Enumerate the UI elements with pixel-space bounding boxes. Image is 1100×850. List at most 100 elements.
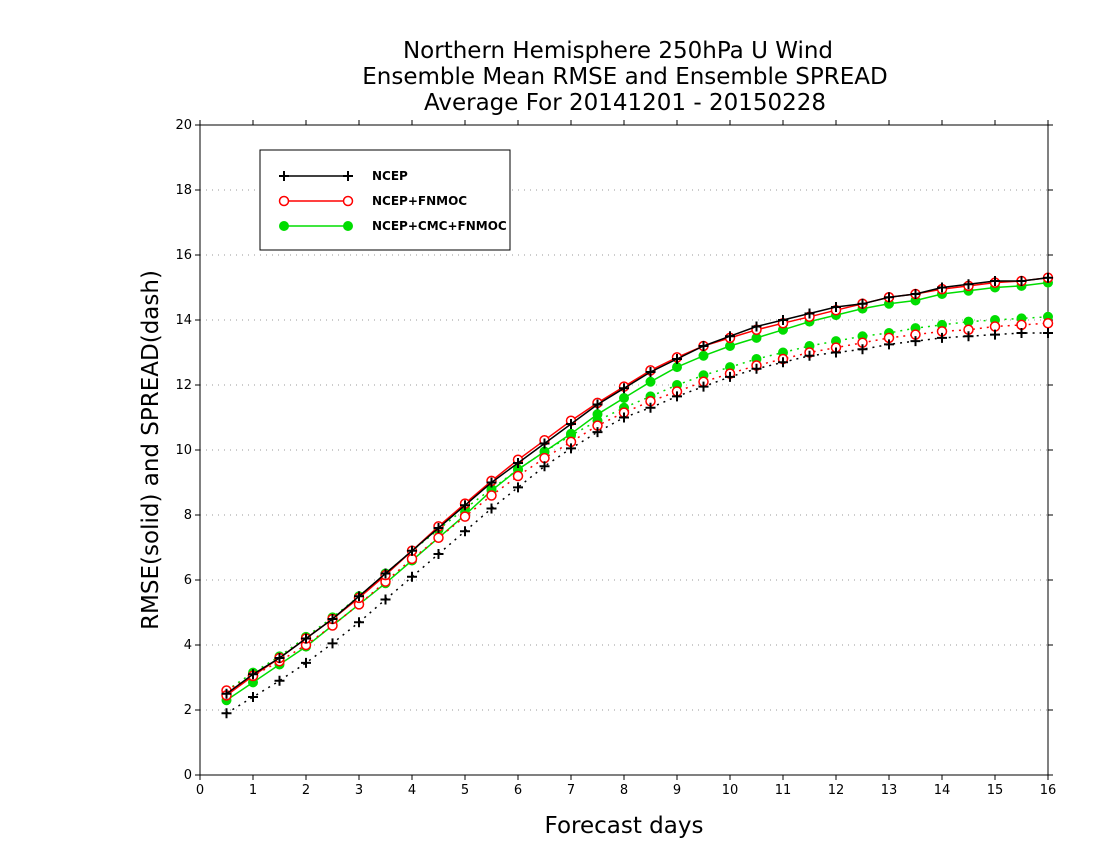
y-tick-label: 16	[175, 248, 192, 263]
legend-label: NCEP	[372, 169, 408, 183]
data-point-filled-circle	[279, 221, 289, 231]
legend-entry-ncep-fnmoc: NCEP+FNMOC	[278, 194, 467, 208]
data-point-filled-circle	[698, 350, 709, 361]
x-tick-label: 6	[514, 783, 522, 798]
chart-title-line-1: Northern Hemisphere 250hPa U Wind	[403, 38, 833, 64]
data-point-plus	[645, 367, 656, 377]
x-tick-label: 15	[987, 783, 1004, 798]
data-point-plus	[380, 594, 391, 605]
rmse-line-ncep	[226, 277, 1049, 695]
y-tick-label: 8	[184, 508, 192, 523]
legend-entry-ncep-cmc-fnmoc: NCEP+CMC+FNMOC	[279, 219, 507, 233]
x-tick-label: 10	[722, 783, 739, 798]
data-point-plus	[857, 298, 868, 309]
series-ncep-fnmoc	[221, 272, 1054, 701]
y-tick-label: 10	[175, 443, 192, 458]
legend-entry-ncep: NCEP	[279, 169, 408, 183]
x-tick-label: 13	[881, 783, 898, 798]
data-point-plus	[513, 482, 523, 493]
data-point-plus	[645, 402, 656, 413]
data-point-plus	[592, 399, 603, 410]
series-ncep-cmc-fnmoc	[221, 277, 1053, 706]
x-tick-label: 8	[620, 783, 628, 798]
data-point-plus	[327, 614, 338, 624]
legend-box	[259, 149, 511, 251]
x-tick-label: 1	[249, 783, 257, 798]
data-point-filled-circle	[592, 409, 603, 420]
data-point-plus	[937, 332, 947, 343]
data-point-plus	[1016, 276, 1027, 286]
data-point-plus	[751, 363, 762, 374]
data-point-plus	[354, 591, 364, 602]
data-point-plus	[274, 653, 285, 663]
y-tick-label: 2	[184, 703, 192, 718]
x-tick-label: 11	[775, 783, 792, 798]
data-point-filled-circle	[645, 376, 656, 387]
data-point-plus	[460, 526, 470, 537]
data-point-plus	[327, 638, 338, 649]
data-point-plus	[831, 347, 841, 358]
x-axis-label: Forecast days	[545, 813, 704, 839]
legend-label: NCEP+CMC+FNMOC	[372, 219, 507, 233]
data-point-plus	[672, 354, 682, 364]
legend-label: NCEP+FNMOC	[372, 194, 467, 208]
chart-title: Northern Hemisphere 250hPa U Wind Ensemb…	[362, 38, 887, 116]
x-tick-label: 7	[567, 783, 575, 798]
data-point-plus	[354, 617, 364, 628]
data-point-plus	[884, 292, 894, 303]
grid	[200, 189, 1048, 711]
data-point-plus	[248, 669, 258, 680]
x-tick-label: 12	[828, 783, 845, 798]
legend: NCEP NCEP+FNMOC NCEP+CMC+FNMOC	[259, 149, 511, 251]
x-tick-label: 16	[1040, 783, 1057, 798]
data-point-plus	[884, 339, 894, 350]
x-tick-label: 5	[461, 783, 469, 798]
y-tick-label: 18	[175, 183, 192, 198]
data-point-plus	[248, 692, 258, 702]
data-point-plus	[407, 545, 417, 556]
data-point-plus	[990, 276, 1000, 286]
data-point-plus	[566, 443, 576, 454]
data-point-plus	[698, 381, 709, 392]
y-tick-label: 12	[175, 378, 192, 393]
data-point-plus	[221, 708, 232, 719]
data-point-plus	[910, 289, 921, 299]
data-point-open-circle	[342, 195, 354, 207]
data-point-plus	[380, 568, 391, 579]
data-point-plus	[433, 523, 444, 533]
data-point-filled-circle	[343, 221, 353, 231]
plot-frame	[199, 124, 1049, 776]
data-point-plus	[539, 438, 550, 449]
x-tick-label: 0	[196, 783, 204, 798]
data-point-plus	[619, 412, 629, 423]
data-point-plus	[1043, 328, 1053, 338]
data-point-plus	[486, 503, 497, 514]
chart-title-line-2: Ensemble Mean RMSE and Ensemble SPREAD	[362, 64, 887, 90]
data-point-plus	[1043, 272, 1053, 283]
y-tick-label: 4	[184, 638, 192, 653]
x-tick-label: 4	[408, 783, 416, 798]
rmse-line-ncep-fnmoc	[226, 277, 1049, 697]
y-axis-label: RMSE(solid) and SPREAD(dash)	[138, 270, 164, 630]
data-point-plus	[486, 477, 497, 488]
data-point-plus	[433, 549, 444, 559]
data-point-plus	[804, 308, 815, 319]
y-tick-label: 6	[184, 573, 192, 588]
y-axis-ticks: 0 2 4 6 8 10 12 14 16 18 20	[175, 118, 1053, 783]
data-point-open-circle	[486, 490, 497, 501]
data-point-plus	[343, 171, 353, 181]
data-point-plus	[963, 331, 974, 342]
data-point-plus	[910, 336, 921, 347]
data-point-plus	[460, 500, 470, 511]
data-point-plus	[539, 461, 550, 472]
data-point-plus	[725, 371, 735, 382]
data-point-open-circle	[1042, 318, 1054, 329]
data-point-plus	[963, 279, 974, 290]
spread-line-ncep-cmc-fnmoc	[226, 316, 1049, 692]
y-tick-label: 0	[184, 768, 192, 783]
data-point-filled-circle	[619, 393, 629, 403]
data-point-plus	[857, 344, 868, 355]
data-point-plus	[619, 383, 629, 394]
x-tick-label: 14	[934, 783, 951, 798]
